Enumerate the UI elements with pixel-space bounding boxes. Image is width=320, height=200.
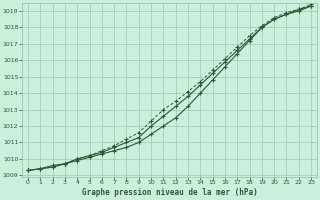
X-axis label: Graphe pression niveau de la mer (hPa): Graphe pression niveau de la mer (hPa): [82, 188, 257, 197]
